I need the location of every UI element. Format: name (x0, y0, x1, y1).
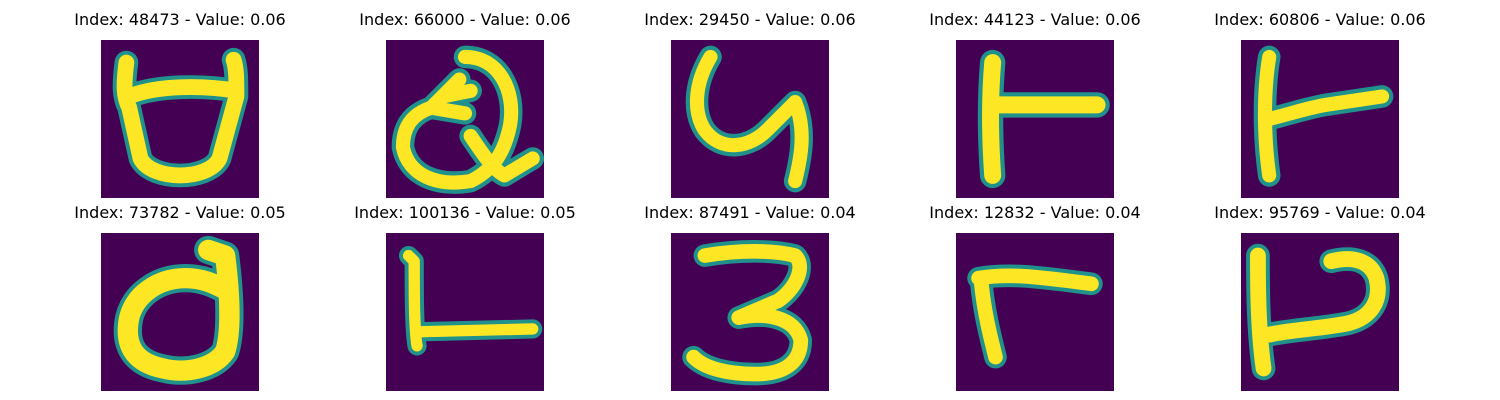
panel-title: Index: 66000 - Value: 0.06 (359, 10, 571, 29)
panel-1: Index: 48473 - Value: 0.06 (38, 6, 322, 198)
handwritten-glyph-image (101, 233, 259, 391)
panel-4: Index: 44123 - Value: 0.06 (893, 6, 1177, 198)
panel-title: Index: 60806 - Value: 0.06 (1214, 10, 1426, 29)
handwritten-glyph-image (1241, 40, 1399, 198)
panel-5: Index: 60806 - Value: 0.06 (1178, 6, 1462, 198)
panel-title: Index: 48473 - Value: 0.06 (74, 10, 286, 29)
panel-title: Index: 87491 - Value: 0.04 (644, 203, 856, 222)
panel-2: Index: 66000 - Value: 0.06 (323, 6, 607, 198)
handwritten-glyph-image (101, 40, 259, 198)
panel-title: Index: 73782 - Value: 0.05 (74, 203, 286, 222)
panel-6: Index: 73782 - Value: 0.05 (38, 199, 322, 391)
handwritten-glyph-image (386, 233, 544, 391)
handwritten-glyph-image (386, 40, 544, 198)
panel-title: Index: 95769 - Value: 0.04 (1214, 203, 1426, 222)
panel-10: Index: 95769 - Value: 0.04 (1178, 199, 1462, 391)
panel-title: Index: 44123 - Value: 0.06 (929, 10, 1141, 29)
panel-title: Index: 29450 - Value: 0.06 (644, 10, 856, 29)
panel-9: Index: 12832 - Value: 0.04 (893, 199, 1177, 391)
handwritten-glyph-image (671, 233, 829, 391)
handwritten-glyph-image (1241, 233, 1399, 391)
handwritten-glyph-image (671, 40, 829, 198)
panel-title: Index: 100136 - Value: 0.05 (354, 203, 576, 222)
handwritten-glyph-image (956, 40, 1114, 198)
panel-8: Index: 87491 - Value: 0.04 (608, 199, 892, 391)
handwritten-glyph-image (956, 233, 1114, 391)
panel-3: Index: 29450 - Value: 0.06 (608, 6, 892, 198)
panel-7: Index: 100136 - Value: 0.05 (323, 199, 607, 391)
panel-title: Index: 12832 - Value: 0.04 (929, 203, 1141, 222)
